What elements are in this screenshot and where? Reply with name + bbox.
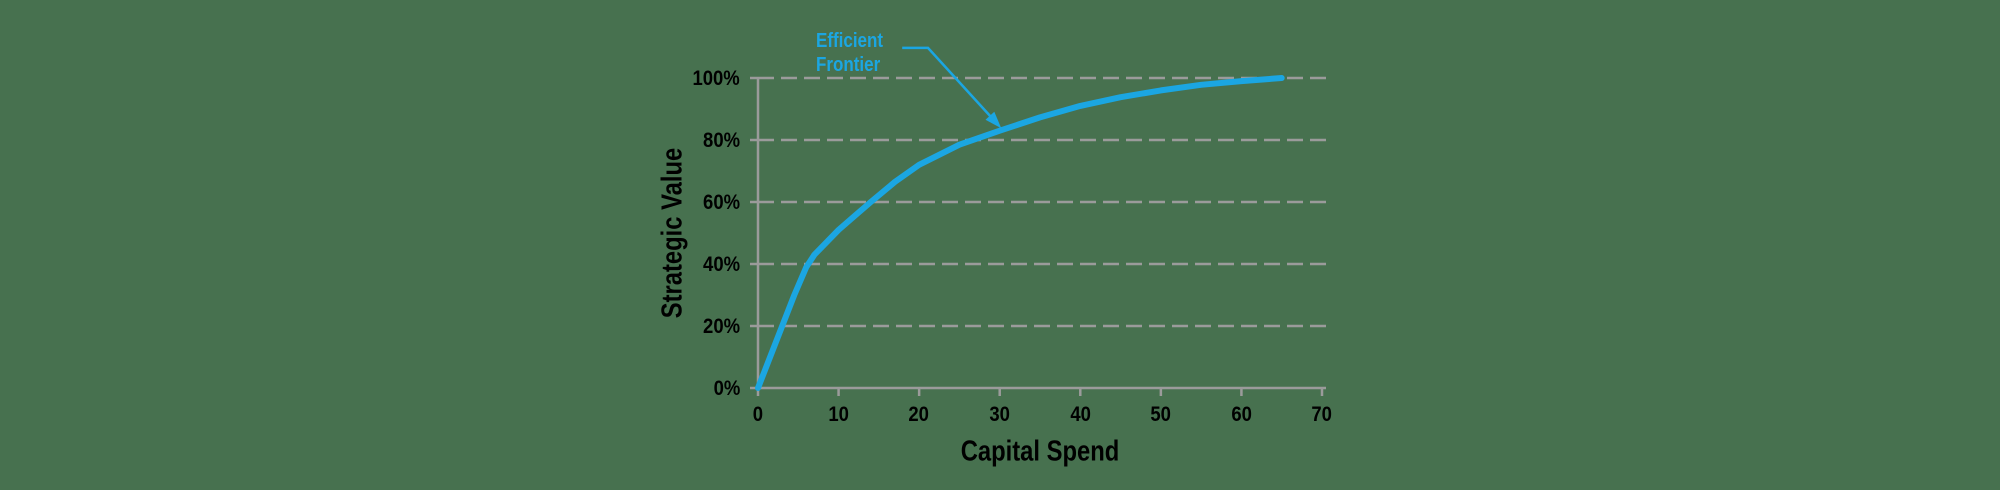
x-tick-label: 40 bbox=[1069, 403, 1091, 426]
annotation-line-2: Frontier bbox=[816, 53, 881, 76]
y-tick-label: 20% bbox=[703, 314, 740, 338]
annotation-arrowhead-icon bbox=[985, 111, 1002, 129]
x-tick-label: 10 bbox=[828, 403, 849, 426]
y-axis-title: Strategic Value bbox=[656, 147, 689, 319]
y-tick-label: 40% bbox=[703, 252, 740, 276]
y-tick-label: 100% bbox=[692, 66, 740, 90]
y-tick-label: 0% bbox=[713, 376, 740, 400]
annotation-efficient-frontier: Efficient Frontier bbox=[816, 30, 883, 77]
y-tick-label: 60% bbox=[703, 190, 740, 214]
annotation-leader-line bbox=[902, 46, 999, 125]
efficient-frontier-curve bbox=[755, 75, 1285, 391]
x-tick-label: 60 bbox=[1231, 403, 1252, 426]
x-tick-label: 0 bbox=[752, 403, 764, 426]
x-axis-title: Capital Spend bbox=[960, 435, 1120, 468]
annotation-line-1: Efficient bbox=[816, 30, 884, 52]
x-tick-label: 50 bbox=[1150, 403, 1172, 426]
y-tick-label: 80% bbox=[703, 128, 740, 152]
x-tick-label: 30 bbox=[989, 403, 1010, 426]
x-tick-label: 70 bbox=[1311, 403, 1333, 426]
x-tick-label: 20 bbox=[908, 403, 930, 426]
